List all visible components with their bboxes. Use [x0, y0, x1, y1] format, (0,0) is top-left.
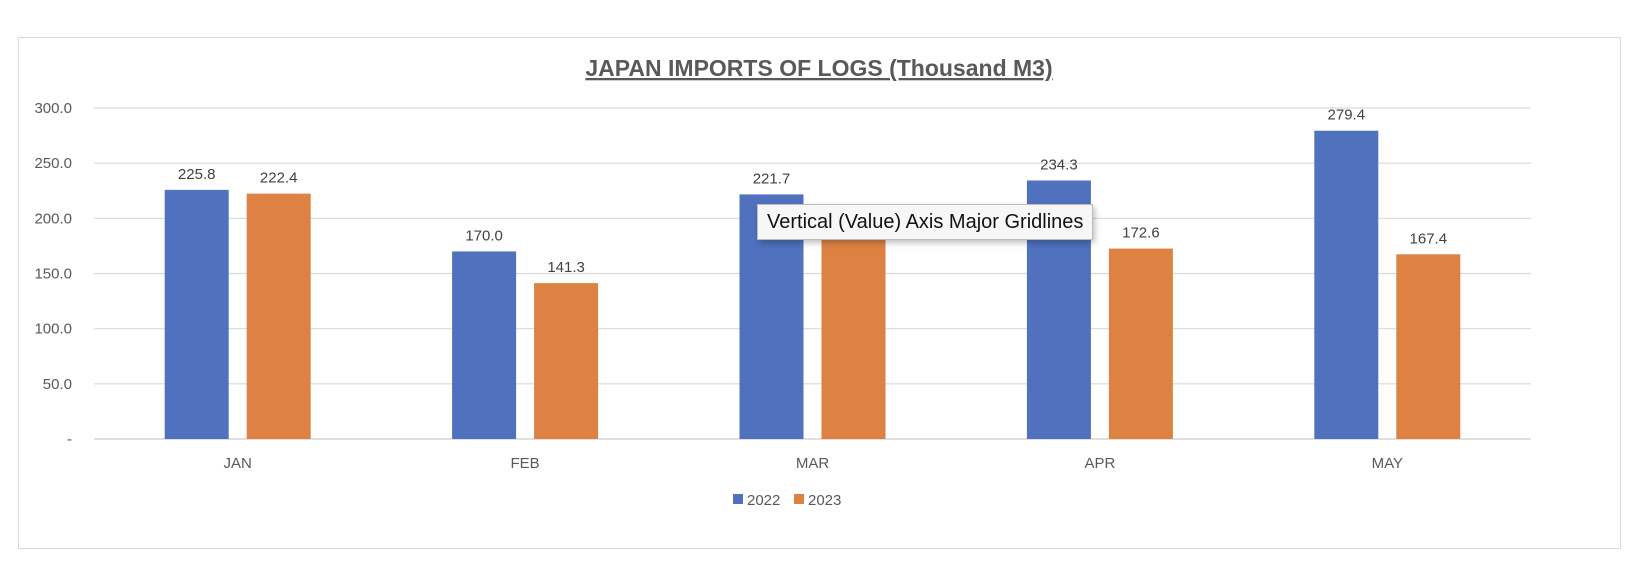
- y-tick-label: 150.0: [34, 266, 72, 283]
- bars: [164, 130, 1461, 439]
- bar-2022-may[interactable]: [1314, 130, 1379, 439]
- x-tick-label: JAN: [224, 455, 252, 472]
- bar-2023-jan[interactable]: [246, 193, 311, 439]
- y-tick-label: 300.0: [34, 100, 72, 117]
- data-label[interactable]: 234.3: [1040, 156, 1078, 173]
- y-tick-label: -: [67, 431, 72, 448]
- y-tick-label: 250.0: [34, 155, 72, 172]
- data-label[interactable]: 222.4: [260, 170, 298, 187]
- bar-2023-may[interactable]: [1396, 254, 1461, 439]
- data-label[interactable]: 170.0: [465, 227, 503, 244]
- bar-2022-feb[interactable]: [452, 251, 517, 439]
- legend-label-2022[interactable]: 2022: [747, 492, 780, 509]
- data-label[interactable]: 279.4: [1328, 107, 1366, 124]
- bar-2023-feb[interactable]: [534, 283, 599, 439]
- bar-2023-apr[interactable]: [1108, 248, 1173, 439]
- chart-area[interactable]: JAPAN IMPORTS OF LOGS (Thousand M3) - 50.…: [18, 37, 1621, 549]
- data-label[interactable]: 167.4: [1410, 230, 1448, 247]
- legend-swatch-2023[interactable]: [794, 494, 804, 504]
- data-label[interactable]: 225.8: [178, 166, 216, 183]
- y-tick-label: 200.0: [34, 210, 72, 227]
- tooltip: Vertical (Value) Axis Major Gridlines: [757, 204, 1094, 240]
- legend-label-2023[interactable]: 2023: [808, 492, 841, 509]
- x-tick-label: APR: [1084, 455, 1115, 472]
- legend-swatch-2022[interactable]: [733, 494, 743, 504]
- data-label[interactable]: 172.6: [1122, 225, 1160, 242]
- chart-title[interactable]: JAPAN IMPORTS OF LOGS (Thousand M3): [585, 55, 1052, 81]
- bar-2022-jan[interactable]: [164, 189, 229, 439]
- x-tick-label: MAY: [1372, 455, 1403, 472]
- bar-chart[interactable]: JAPAN IMPORTS OF LOGS (Thousand M3) - 50.…: [19, 38, 1620, 548]
- y-tick-label: 50.0: [43, 376, 72, 393]
- x-axis: JAN FEB MAR APR MAY: [224, 455, 1403, 472]
- legend: 2022 2023: [733, 492, 841, 509]
- y-axis: - 50.0 100.0 150.0 200.0 250.0 300.0: [34, 100, 72, 448]
- y-tick-label: 100.0: [34, 321, 72, 338]
- data-labels: 225.8 222.4 170.0 141.3 221.7 234.3 172.6 279.4…: [178, 107, 1447, 276]
- data-label[interactable]: 221.7: [753, 170, 791, 187]
- data-label[interactable]: 141.3: [547, 259, 585, 276]
- x-tick-label: MAR: [796, 455, 830, 472]
- bar-2023-mar[interactable]: [821, 234, 886, 439]
- x-tick-label: FEB: [511, 455, 540, 472]
